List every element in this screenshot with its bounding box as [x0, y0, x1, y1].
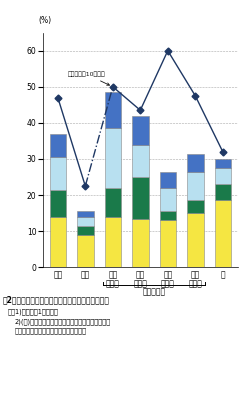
Bar [160, 188, 176, 211]
Bar [50, 190, 66, 217]
Text: 直系の内訳: 直系の内訳 [142, 288, 166, 297]
Text: 男子: 男子 [108, 270, 117, 279]
Bar [105, 128, 121, 188]
Text: 帰省頻度年10回以上: 帰省頻度年10回以上 [67, 71, 110, 85]
Bar [187, 213, 203, 267]
Bar [187, 172, 203, 200]
Text: 注：1)凡例は図1に同じ。: 注：1)凡例は図1に同じ。 [7, 308, 58, 315]
Bar [214, 184, 231, 200]
Text: 男子: 男子 [136, 270, 145, 279]
Bar [214, 159, 231, 168]
Bar [50, 134, 66, 157]
Bar [187, 200, 203, 213]
Bar [105, 217, 121, 267]
Bar [132, 115, 149, 144]
Bar [160, 211, 176, 220]
Text: （他）: （他） [133, 279, 147, 288]
Text: (%): (%) [39, 16, 52, 25]
Text: 直系: 直系 [53, 270, 62, 279]
Text: （他）: （他） [188, 279, 202, 288]
Bar [132, 219, 149, 267]
Bar [187, 153, 203, 172]
Text: 女子: 女子 [191, 270, 200, 279]
Bar [160, 172, 176, 188]
Text: 孫: 孫 [221, 270, 225, 279]
Bar [50, 157, 66, 190]
Bar [214, 168, 231, 184]
Bar [77, 211, 93, 217]
Text: （継）: （継） [106, 279, 120, 288]
Bar [160, 220, 176, 267]
Bar [105, 188, 121, 217]
Bar [132, 144, 149, 177]
Text: 図2　直系・傍系、直系続柄と帰省・農作業手伝い: 図2 直系・傍系、直系続柄と帰省・農作業手伝い [2, 296, 110, 305]
Bar [77, 235, 93, 267]
Text: 傍系: 傍系 [81, 270, 90, 279]
Bar [214, 200, 231, 267]
Text: 2)(継)はあとつぎ（同居あとつぎがいない世帯の，: 2)(継)はあとつぎ（同居あとつぎがいない世帯の， [15, 318, 111, 325]
Bar [77, 217, 93, 226]
Text: （継）: （継） [161, 279, 175, 288]
Text: 他出子の兄弟姉偙のなかの長子と定義）: 他出子の兄弟姉偙のなかの長子と定義） [15, 327, 87, 334]
Bar [77, 226, 93, 235]
Bar [132, 177, 149, 219]
Bar [105, 92, 121, 128]
Text: 女子: 女子 [163, 270, 173, 279]
Bar [50, 217, 66, 267]
